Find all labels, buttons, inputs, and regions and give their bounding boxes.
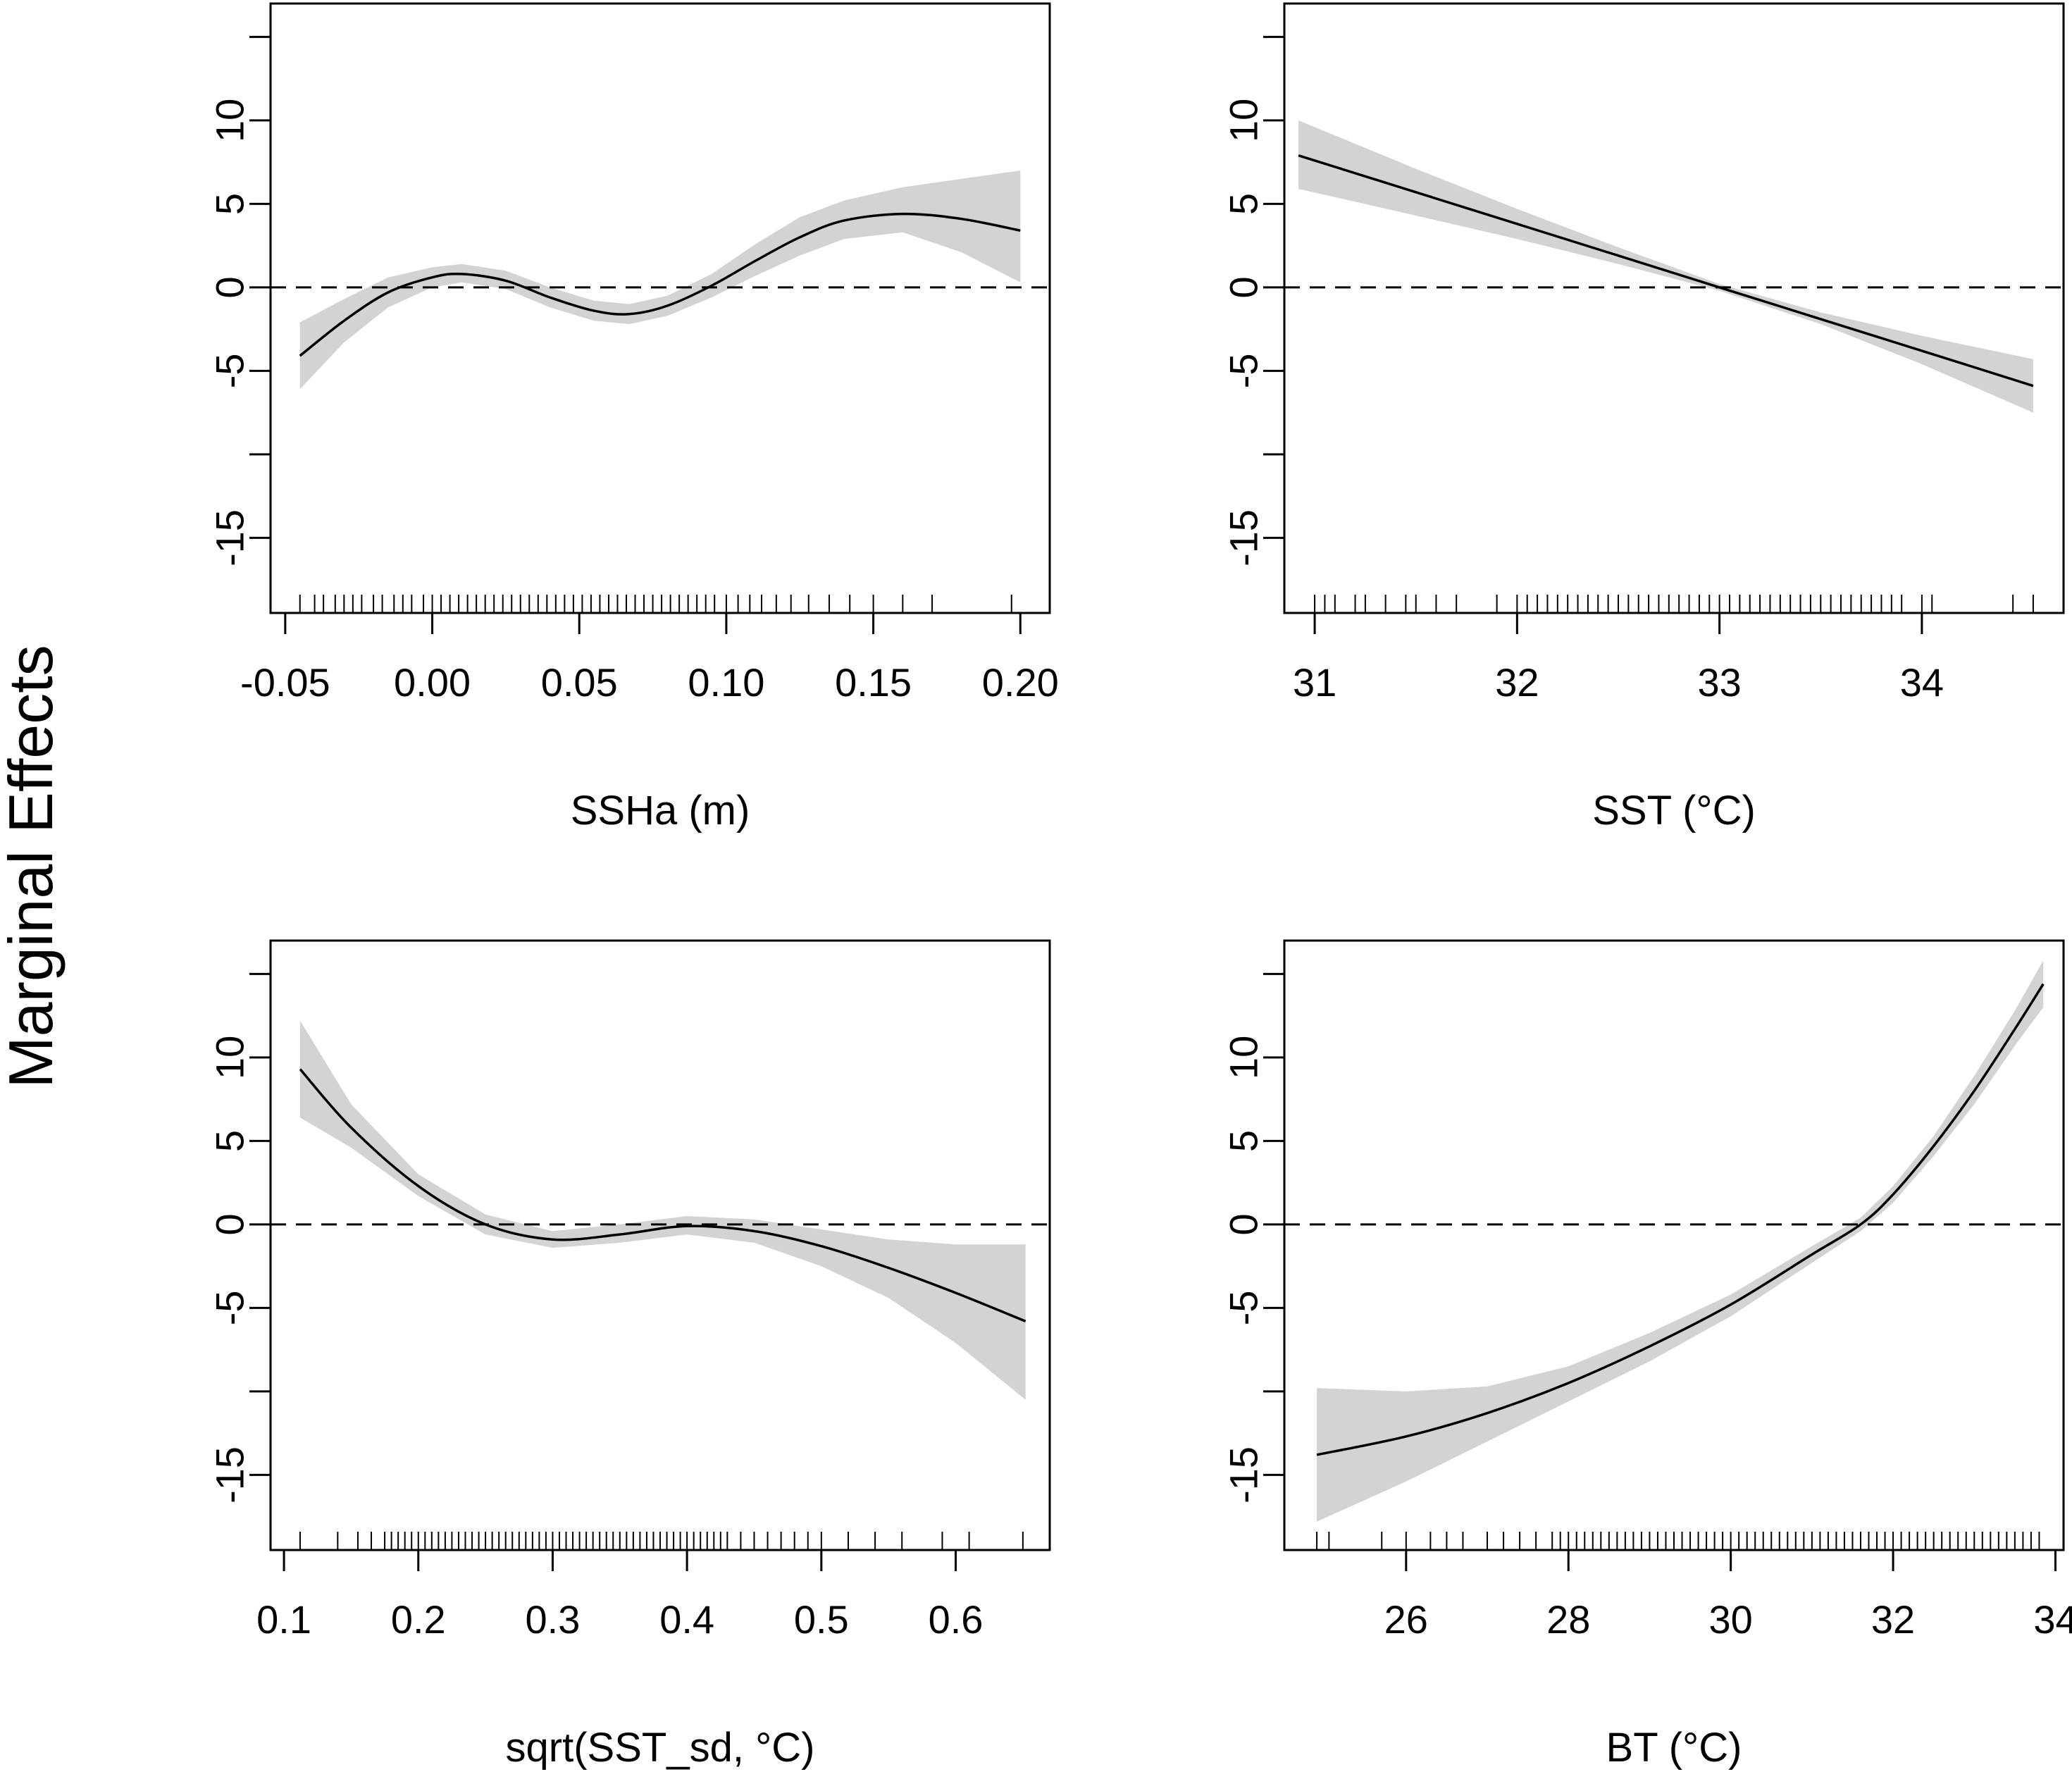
confidence-band [1298,120,2033,413]
plot-frame [269,2,1051,614]
x-tick-label: 33 [1697,660,1741,705]
y-tick-label: 0 [207,1213,252,1235]
plot-frame [1283,2,2065,614]
x-tick-label: 32 [1495,660,1539,705]
x-tick-label: 0.00 [394,660,471,705]
confidence-band [299,171,1021,390]
panel-bt: -15 -5 0 5 10 26 28 30 32 34 BT (°C) [1221,939,2072,1771]
y-tick-label: -15 [207,1446,252,1504]
y-tick-label: -15 [207,509,252,566]
fit-line [1316,983,2045,1456]
x-axis-title: BT (°C) [1606,1725,1742,1771]
y-tick-label: -15 [1221,509,1265,566]
plot-frame [269,939,1051,1551]
x-axis-title: sqrt(SST_sd, °C) [506,1725,815,1771]
confidence-band [300,1020,1026,1400]
plot-frame [1283,939,2065,1551]
x-axis-title: SST (°C) [1592,788,1756,833]
x-tick-label: 0.20 [982,660,1059,705]
x-tick-label: 31 [1293,660,1336,705]
x-tick-label: 0.4 [659,1597,714,1642]
y-tick-label: 0 [1221,276,1265,298]
x-tick-label: 0.05 [541,660,618,705]
y-tick-label: -5 [207,1291,252,1326]
fit-line [299,1068,1026,1322]
x-tick-label: 34 [2033,1597,2072,1642]
panel-sst-sd: -15 -5 0 5 10 0.1 0.2 0.3 0.4 0.5 0.6 sqrt(SST_sd, … [207,939,1051,1771]
y-tick-label: 10 [207,99,252,142]
x-tick-label: 0.6 [929,1597,984,1642]
y-tick-label: 10 [1221,1036,1265,1079]
x-tick-label: 0.15 [835,660,912,705]
fit-line [1298,154,2034,388]
x-tick-label: 26 [1384,1597,1428,1642]
x-tick-label: 0.2 [391,1597,446,1642]
y-tick-label: -5 [1221,354,1265,389]
y-tick-label: 0 [207,276,252,298]
panel-sst: -15 -5 0 5 10 31 32 33 34 SST (°C) [1221,2,2065,833]
x-tick-label: 30 [1708,1597,1752,1642]
y-tick-label: 10 [207,1036,252,1079]
y-tick-label: 5 [207,1130,252,1152]
x-tick-label: 0.5 [794,1597,849,1642]
x-axis-title: SSHa (m) [571,788,750,833]
y-tick-label: 5 [207,193,252,215]
x-tick-label: 28 [1546,1597,1590,1642]
x-tick-label: 32 [1871,1597,1915,1642]
y-tick-label: 5 [1221,1130,1265,1152]
y-tick-label: -5 [1221,1291,1265,1326]
x-tick-label: -0.05 [240,660,330,705]
figure-ylabel: Marginal Effects [0,645,66,1088]
panel-ssha: -15 -5 0 5 10 -0.05 0.00 0.05 0.10 0.15 0.20 SSHa (… [207,2,1059,833]
y-tick-label: 0 [1221,1213,1265,1235]
y-tick-label: 5 [1221,193,1265,215]
y-tick-label: 10 [1221,99,1265,142]
x-tick-label: 0.1 [256,1597,311,1642]
fit-line [299,212,1021,357]
y-tick-label: -15 [1221,1446,1265,1504]
x-tick-label: 0.10 [688,660,764,705]
x-tick-label: 34 [1900,660,1944,705]
y-tick-label: -5 [207,354,252,389]
x-tick-label: 0.3 [526,1597,581,1642]
confidence-band [1317,960,2044,1522]
